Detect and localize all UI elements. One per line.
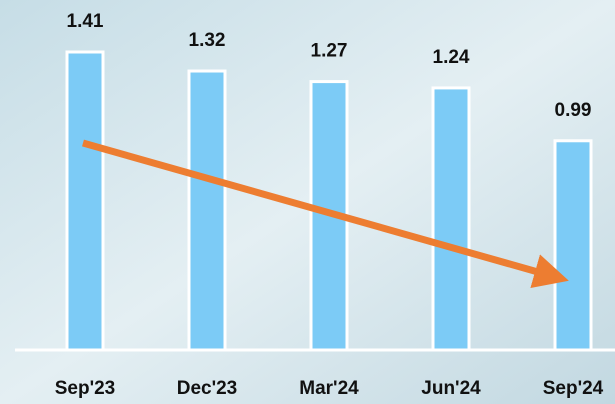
bar [431,86,471,352]
value-label: 0.99 [555,100,592,121]
x-tick-label: Sep'24 [543,378,604,399]
value-label: 1.24 [433,47,470,68]
bar [65,50,105,352]
bars [65,50,593,352]
x-tick-label: Mar'24 [299,378,359,399]
bar [553,139,593,352]
value-label: 1.41 [67,11,104,32]
bar [187,69,227,352]
value-label: 1.32 [189,30,226,51]
value-label: 1.27 [311,41,348,62]
x-tick-label: Dec'23 [177,378,238,399]
x-tick-label: Jun'24 [421,378,481,399]
x-tick-label: Sep'23 [55,378,116,399]
trend-arrow [82,139,569,289]
